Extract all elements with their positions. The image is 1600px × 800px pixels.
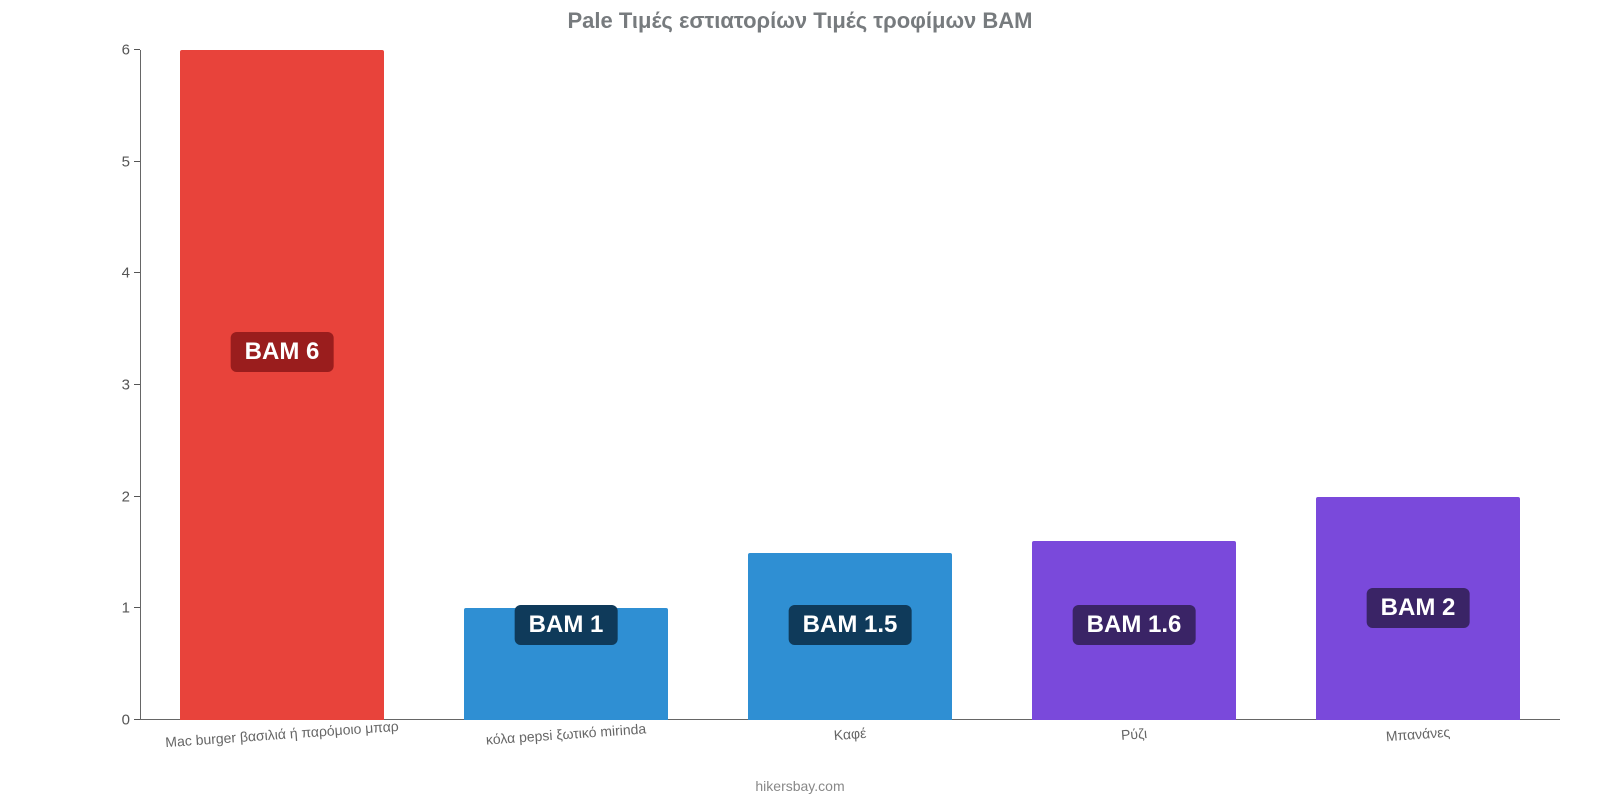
bar-value-label: BAM 1.6 [1073, 605, 1196, 645]
y-tick-mark [134, 496, 140, 497]
bar [180, 50, 384, 720]
y-tick-label: 0 [90, 712, 130, 729]
y-tick-mark [134, 161, 140, 162]
x-category-label: κόλα pepsi ξωτικό mirinda [485, 720, 646, 747]
chart-footer: hikersbay.com [0, 778, 1600, 794]
x-category-label: Ρύζι [1120, 725, 1147, 743]
y-tick-mark [134, 719, 140, 720]
y-tick-mark [134, 272, 140, 273]
y-tick-mark [134, 384, 140, 385]
y-tick-label: 5 [90, 153, 130, 170]
y-tick-mark [134, 49, 140, 50]
y-tick-mark [134, 607, 140, 608]
y-tick-label: 2 [90, 488, 130, 505]
y-axis [140, 50, 141, 720]
plot-area: 0123456BAM 6Mac burger βασιλιά ή παρόμοι… [140, 50, 1560, 720]
y-tick-label: 6 [90, 42, 130, 59]
chart-title: Pale Τιμές εστιατορίων Τιμές τροφίμων BA… [0, 8, 1600, 34]
y-tick-label: 4 [90, 265, 130, 282]
x-category-label: Μπανάνες [1385, 724, 1450, 744]
bar-value-label: BAM 6 [231, 332, 334, 372]
chart-container: Pale Τιμές εστιατορίων Τιμές τροφίμων BA… [0, 0, 1600, 800]
bar-value-label: BAM 2 [1367, 588, 1470, 628]
x-category-label: Καφέ [833, 725, 867, 743]
x-category-label: Mac burger βασιλιά ή παρόμοιο μπαρ [165, 718, 399, 750]
bar-value-label: BAM 1.5 [789, 605, 912, 645]
y-tick-label: 1 [90, 600, 130, 617]
y-tick-label: 3 [90, 377, 130, 394]
bar-value-label: BAM 1 [515, 605, 618, 645]
